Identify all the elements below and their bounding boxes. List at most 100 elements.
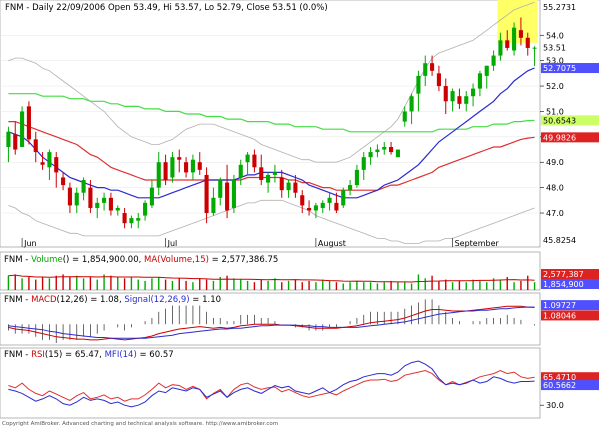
rsi-axis: 30.0 [540,401,564,410]
candle [266,172,271,193]
candle [61,172,66,191]
candle [464,91,469,112]
candle-body [532,47,537,49]
bollinger-upper-line [8,1,535,163]
candle [430,55,435,76]
price-tag-ma-long-bg [541,115,599,126]
candle [443,78,448,114]
candle-body [498,40,503,56]
candle [108,192,113,216]
candle [505,30,510,51]
candle [204,167,209,224]
volume-ma-line [8,274,535,283]
macd-histogram [8,299,535,343]
volume-tag-vol: 1,854,900 [541,279,599,289]
candle-body [354,169,359,186]
candle-body [382,147,387,150]
candle [259,154,264,186]
ma-short-line [8,67,535,199]
candle [307,200,312,216]
symbol-label: FNM [5,3,24,13]
candle [74,187,79,214]
candle-body [402,111,407,122]
rsi-label: FNM - RSI(15) = 65.47, MFI(14) = 60.57 [4,350,174,360]
candle-body [471,88,476,97]
candle [293,174,298,198]
candle [532,46,537,66]
candle-body [279,177,284,191]
candle [67,182,72,214]
candle-body [204,174,209,214]
candle-body [505,40,510,48]
candle-body [136,218,141,221]
candle-body [163,162,168,181]
candle-body [436,73,441,87]
candle [225,164,230,219]
candle [245,152,250,175]
price-gridlines [0,35,540,214]
candle [512,22,517,56]
candle-body [197,162,202,170]
volume-tag-ma-text: 2,577,387 [543,270,584,279]
candle-body [108,197,113,211]
price-tag-ma-mid-text: 49.9826 [543,133,576,142]
candle [300,190,305,214]
candle-body [477,73,482,89]
bollinger-lower-line [8,199,535,244]
macd-tag-signal-bg [541,300,599,311]
price-tick-label: 48.0 [546,184,564,193]
candle-body [184,162,189,173]
candle-body [327,197,332,203]
candle-body [307,207,312,211]
macd-signal-line [8,306,535,339]
volume-label: FNM - Volume() = 1,854,900.00, MA(Volume… [4,255,278,265]
price-tick-label: 47.0 [546,209,564,218]
price-tag-top: 55.2731 [541,2,599,12]
ma-mid-line [8,120,535,191]
candle [170,152,175,183]
candle [20,106,25,147]
price-tag-ma-mid: 49.9826 [541,132,599,143]
date-tick-label: Jun [23,239,37,248]
candle [491,50,496,71]
candlesticks [6,17,537,229]
candle [163,154,168,186]
candle-body [61,177,66,186]
candle-body [13,134,18,150]
macd-label: FNM - MACD(12,26) = 1.08, Signal(12,26,9… [4,295,221,305]
macd-tag-macd: 1.08046 [541,310,599,321]
candle-body [143,202,148,216]
candle [88,180,93,214]
copyright-footer: Copyright AmiBroker. Advanced charting a… [2,421,278,427]
candle [498,32,503,61]
candle-body [238,164,243,178]
date-tick-label: Jul [167,239,178,248]
candle [40,152,45,170]
chart-header: FNM - Daily 22/09/2006 Open 53.49, Hi 53… [5,3,328,13]
price-tag-ma-short-bg [541,63,599,74]
price-tag-ma-long-text: 50.6543 [543,116,576,125]
volume-tag-ma: 2,577,387 [541,269,599,279]
candle [6,126,11,163]
candle [218,177,223,206]
candle [26,101,31,145]
candle-body [190,159,195,173]
candle [184,157,189,178]
candle [252,149,257,173]
candle-body [211,197,216,214]
rsi-tag-mfi-text: 60.5662 [543,381,576,390]
price-tag-ma-short-text: 52.7075 [543,64,576,73]
price-tag-ma-short: 52.7075 [541,63,599,73]
price-tag-price: 53.51 [541,42,599,53]
candle [122,207,127,229]
candle-body [348,185,353,191]
price-tick-label: 52.0 [546,82,564,91]
candle [361,152,366,181]
candle-body [334,202,339,211]
candle [149,180,154,208]
price-tag-bottom-text: 45.8254 [543,236,576,245]
candle [33,131,38,163]
volume-tag-vol-text: 1,854,900 [543,280,584,289]
rsi-tag-rsi-bg [541,372,599,383]
